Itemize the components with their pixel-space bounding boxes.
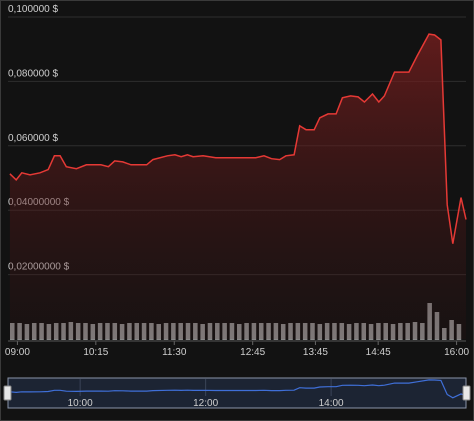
x-tick-label: 14:45 [366,347,391,358]
y-tick-label: 0,100000 $ [8,4,58,15]
navigator-handle[interactable] [462,385,471,401]
y-tick-label: 0,080000 $ [8,68,58,79]
navigator-tick-label: 12:00 [193,398,218,409]
x-tick-label: 12:45 [240,347,265,358]
navigator-tick-label: 14:00 [319,398,344,409]
x-tick-label: 16:00 [444,347,469,358]
y-tick-label: 0,060000 $ [8,133,58,144]
x-tick-label: 10:15 [83,347,108,358]
navigator[interactable] [7,377,467,409]
area-fill [9,34,466,339]
price-line [9,33,467,244]
navigator-handle[interactable] [3,385,12,401]
x-tick-label: 11:30 [162,347,187,358]
x-tick-label: 13:45 [303,347,328,358]
navigator-line [9,379,467,399]
navigator-tick-label: 10:00 [68,398,93,409]
x-tick-label: 09:00 [5,347,30,358]
